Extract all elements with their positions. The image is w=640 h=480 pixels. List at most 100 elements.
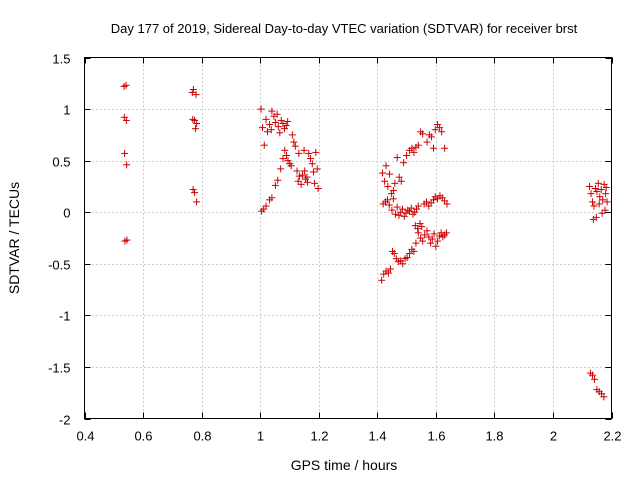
data-point: [295, 149, 303, 157]
data-point: [189, 186, 197, 194]
data-point: [388, 206, 396, 214]
data-point: [308, 160, 316, 168]
y-tick-label: -1: [59, 309, 71, 324]
x-tick-label: 0.6: [134, 429, 152, 444]
data-point: [304, 178, 312, 186]
data-point: [384, 196, 392, 204]
data-point: [393, 203, 401, 211]
data-point: [598, 209, 606, 217]
data-point: [399, 260, 407, 268]
data-point: [393, 154, 401, 162]
y-tick-label: -2: [59, 413, 71, 428]
data-point: [263, 128, 271, 136]
data-point: [191, 125, 199, 133]
data-point: [287, 162, 295, 170]
data-point: [257, 105, 265, 113]
data-point: [402, 209, 410, 217]
data-point: [397, 208, 405, 216]
data-point: [307, 155, 315, 163]
data-point: [282, 122, 290, 130]
data-point: [404, 206, 412, 214]
x-tick-label: 2.2: [603, 429, 621, 444]
data-point: [403, 151, 411, 159]
data-points: [120, 81, 611, 401]
data-point: [386, 265, 394, 273]
data-point: [390, 249, 398, 257]
data-point: [421, 231, 429, 239]
data-point: [423, 227, 431, 235]
data-point: [597, 186, 605, 194]
data-point: [428, 235, 436, 243]
x-tick-label: 1.6: [427, 429, 445, 444]
data-point: [599, 196, 607, 204]
data-point: [260, 141, 268, 149]
data-point: [395, 211, 403, 219]
data-point: [293, 167, 301, 175]
data-point: [300, 146, 308, 154]
data-point: [419, 237, 427, 245]
data-point: [427, 239, 435, 247]
data-point: [123, 161, 131, 169]
data-point: [389, 187, 397, 195]
data-point: [189, 85, 197, 93]
data-point: [262, 115, 270, 123]
data-point: [385, 201, 393, 209]
data-point: [313, 165, 321, 173]
data-point: [419, 130, 427, 138]
data-point: [288, 131, 296, 139]
data-point: [188, 89, 196, 97]
data-point: [595, 200, 603, 208]
data-point: [384, 182, 392, 190]
data-point: [295, 172, 303, 180]
data-point: [277, 116, 285, 124]
data-point: [191, 189, 199, 197]
data-point: [378, 276, 386, 284]
data-point: [429, 196, 437, 204]
data-point: [408, 144, 416, 152]
data-point: [594, 179, 602, 187]
data-point: [434, 237, 442, 245]
data-point: [273, 110, 281, 118]
x-axis-label: GPS time / hours: [291, 457, 398, 473]
data-point: [589, 215, 597, 223]
data-point: [591, 375, 599, 383]
data-point: [400, 212, 408, 220]
data-point: [379, 169, 387, 177]
data-point: [429, 144, 437, 152]
data-point: [312, 148, 320, 156]
data-point: [602, 190, 610, 198]
data-point: [591, 184, 599, 192]
y-tick-label: 1: [63, 103, 70, 118]
data-point: [384, 269, 392, 277]
data-point: [271, 118, 279, 126]
data-point: [266, 121, 274, 129]
data-point: [410, 247, 418, 255]
data-point: [412, 239, 420, 247]
data-point: [414, 202, 422, 210]
x-tick-label: 1.2: [310, 429, 328, 444]
data-point: [603, 198, 611, 206]
data-point: [431, 126, 439, 134]
data-point: [432, 242, 440, 250]
data-point: [314, 184, 322, 192]
y-tick-label: -0.5: [48, 258, 70, 273]
data-point: [259, 124, 267, 132]
data-point: [427, 133, 435, 141]
data-point: [391, 210, 399, 218]
data-point: [405, 207, 413, 215]
data-point: [391, 179, 399, 187]
data-point: [301, 167, 309, 175]
data-point: [588, 198, 596, 206]
data-point: [587, 190, 595, 198]
data-point: [262, 202, 270, 210]
y-tick-label: -1.5: [48, 361, 70, 376]
data-point: [382, 162, 390, 170]
data-point: [443, 200, 451, 208]
data-point: [601, 206, 609, 214]
data-point: [430, 230, 438, 238]
data-point: [395, 173, 403, 181]
data-point: [413, 205, 421, 213]
data-point: [268, 107, 276, 115]
data-point: [309, 168, 317, 176]
